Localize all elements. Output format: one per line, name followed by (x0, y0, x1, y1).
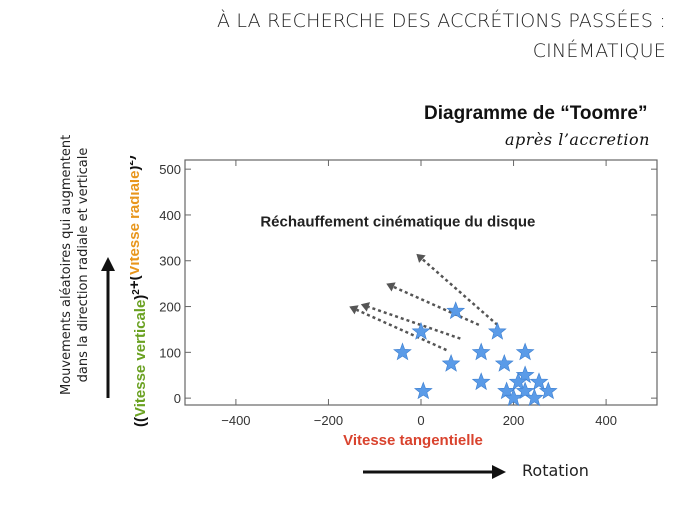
heating-arrow-head (386, 282, 396, 292)
star-point (411, 321, 431, 340)
heating-arrow (421, 258, 499, 326)
y-tick-label: 500 (159, 162, 181, 177)
star-point (487, 321, 507, 340)
y-tick-label: 400 (159, 208, 181, 223)
x-axis-label: Vitesse tangentielle (343, 432, 483, 449)
vertical-caption: Mouvements aléatoires qui augmentent dan… (58, 135, 92, 395)
star-point (471, 372, 491, 391)
y-axis-label-part: 2 (131, 289, 142, 295)
star-point (524, 388, 544, 407)
up-arrow-icon (101, 257, 115, 398)
vertical-caption-line1: Mouvements aléatoires qui augmentent (59, 134, 74, 395)
star-point (393, 342, 412, 361)
y-axis-label-part: ) (132, 295, 149, 300)
plot-frame (184, 159, 658, 406)
heating-arrow (356, 308, 447, 352)
diagram-title: Diagramme de “Toomre” (424, 103, 648, 124)
vertical-caption-line2: dans la direction radiale et verticale (76, 147, 91, 383)
diagram-subtitle: après l’accretion (505, 130, 650, 149)
y-axis-label-part: Vitesse verticale (132, 300, 149, 417)
y-tick-label: 0 (174, 391, 181, 406)
y-tick-label: 300 (159, 254, 181, 269)
y-axis-label-part: (( (132, 417, 149, 427)
star-point (471, 342, 491, 361)
x-tick-label: 0 (417, 413, 424, 428)
x-tick-label: 200 (503, 413, 525, 428)
y-tick-label: 100 (159, 345, 181, 360)
star-point (413, 381, 433, 400)
star-point (494, 353, 514, 372)
toomre-chart: 0 100 200 300 400 500 −400 −200 0 200 400 Vitesse t… (130, 141, 658, 449)
star-point (538, 381, 558, 400)
y-axis-label-part: 2 (130, 160, 136, 166)
y-axis-label-part: +( (130, 275, 143, 289)
rotation-label: Rotation (522, 461, 589, 480)
y-axis-label-part: ) (130, 155, 137, 160)
slide-title-line1: À LA RECHERCHE DES ACCRÉTIONS PASSÉES : (216, 10, 666, 32)
x-tick-label: −200 (314, 413, 343, 428)
star-point (504, 388, 523, 407)
star-point (515, 342, 535, 361)
annotation-label: Réchauffement cinématique du disque (260, 213, 535, 230)
slide-title: À LA RECHERCHE DES ACCRÉTIONS PASSÉES : … (196, 6, 666, 66)
x-tick-label: 400 (595, 413, 617, 428)
heating-arrow-head (349, 305, 359, 315)
heating-arrow-head (416, 253, 426, 263)
star-point (446, 301, 466, 320)
y-axis-label: ((Vitesse verticale)2+(Vitesse radiale)2… (130, 141, 149, 427)
star-point (441, 353, 461, 372)
star-point (529, 372, 549, 391)
y-tick-label: 200 (159, 300, 181, 315)
y-axis-label-part: ) (130, 166, 143, 171)
right-arrow-icon (363, 465, 506, 479)
heating-arrow (367, 305, 461, 340)
x-tick-label: −400 (221, 413, 250, 428)
slide-title-line2: CINÉMATIQUE (532, 40, 666, 62)
star-point (508, 372, 528, 391)
heating-arrow (393, 285, 480, 327)
y-axis-label-part: Vitesse radiale (130, 171, 143, 276)
heating-arrow-head (360, 302, 371, 312)
